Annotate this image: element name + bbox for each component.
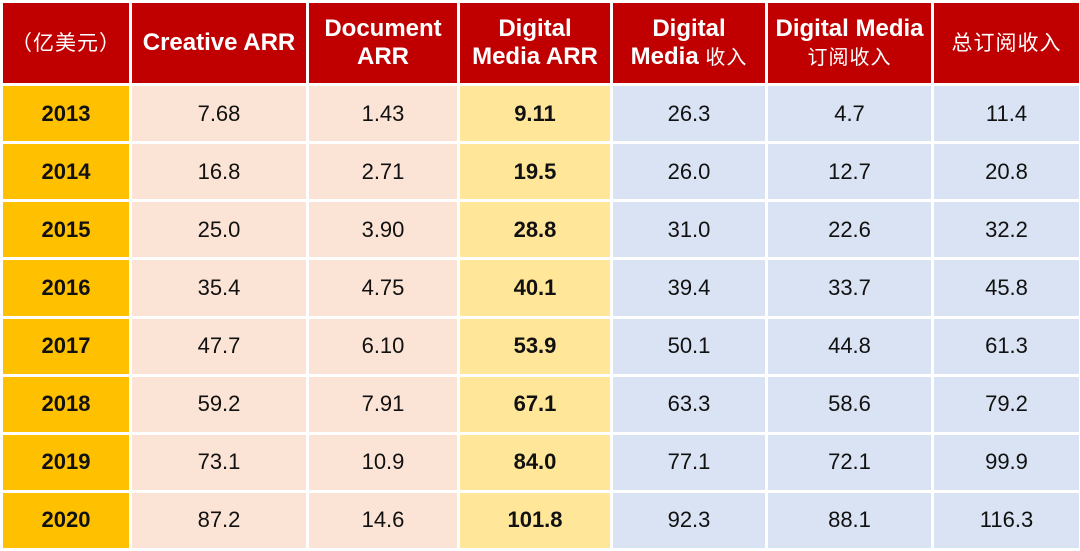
- digital-media-revenue-cell: 26.3: [613, 86, 765, 142]
- digital-media-subscription-revenue-cell: 72.1: [768, 434, 931, 490]
- digital-media-arr-cell: 19.5: [460, 144, 610, 200]
- year-cell: 2014: [3, 144, 129, 200]
- digital-media-revenue-cell: 92.3: [613, 492, 765, 548]
- document-arr-cell: 14.6: [309, 492, 457, 548]
- document-arr-cell: 7.91: [309, 376, 457, 432]
- document-arr-cell: 4.75: [309, 260, 457, 316]
- digital-media-revenue-cell: 50.1: [613, 318, 765, 374]
- document-arr-cell: 2.71: [309, 144, 457, 200]
- digital-media-arr-cell: 84.0: [460, 434, 610, 490]
- header-total-subscription-revenue: 总订阅收入: [934, 3, 1079, 83]
- table-row: 2019 73.1 10.9 84.0 77.1 72.1 99.9: [3, 434, 1079, 490]
- digital-media-subscription-revenue-cell: 58.6: [768, 376, 931, 432]
- total-subscription-revenue-cell: 79.2: [934, 376, 1079, 432]
- table-row: 2013 7.68 1.43 9.11 26.3 4.7 11.4: [3, 86, 1079, 142]
- year-cell: 2016: [3, 260, 129, 316]
- table-row: 2017 47.7 6.10 53.9 50.1 44.8 61.3: [3, 318, 1079, 374]
- total-subscription-revenue-cell: 61.3: [934, 318, 1079, 374]
- digital-media-revenue-cell: 63.3: [613, 376, 765, 432]
- year-cell: 2017: [3, 318, 129, 374]
- document-arr-cell: 1.43: [309, 86, 457, 142]
- table-row: 2018 59.2 7.91 67.1 63.3 58.6 79.2: [3, 376, 1079, 432]
- creative-arr-cell: 7.68: [132, 86, 306, 142]
- creative-arr-cell: 25.0: [132, 202, 306, 258]
- total-subscription-revenue-cell: 45.8: [934, 260, 1079, 316]
- digital-media-subscription-revenue-cell: 33.7: [768, 260, 931, 316]
- creative-arr-cell: 35.4: [132, 260, 306, 316]
- digital-media-arr-cell: 53.9: [460, 318, 610, 374]
- creative-arr-cell: 16.8: [132, 144, 306, 200]
- table-row: 2014 16.8 2.71 19.5 26.0 12.7 20.8: [3, 144, 1079, 200]
- table-row: 2016 35.4 4.75 40.1 39.4 33.7 45.8: [3, 260, 1079, 316]
- digital-media-arr-cell: 9.11: [460, 86, 610, 142]
- year-cell: 2020: [3, 492, 129, 548]
- total-subscription-revenue-cell: 32.2: [934, 202, 1079, 258]
- document-arr-cell: 10.9: [309, 434, 457, 490]
- creative-arr-cell: 47.7: [132, 318, 306, 374]
- year-cell: 2019: [3, 434, 129, 490]
- header-document-arr: Document ARR: [309, 3, 457, 83]
- digital-media-subscription-revenue-cell: 88.1: [768, 492, 931, 548]
- digital-media-subscription-revenue-cell: 12.7: [768, 144, 931, 200]
- table-row: 2020 87.2 14.6 101.8 92.3 88.1 116.3: [3, 492, 1079, 548]
- document-arr-cell: 6.10: [309, 318, 457, 374]
- digital-media-revenue-cell: 77.1: [613, 434, 765, 490]
- total-subscription-revenue-cell: 116.3: [934, 492, 1079, 548]
- digital-media-subscription-revenue-cell: 44.8: [768, 318, 931, 374]
- header-unit: （亿美元）: [3, 3, 129, 83]
- document-arr-cell: 3.90: [309, 202, 457, 258]
- digital-media-arr-cell: 67.1: [460, 376, 610, 432]
- year-cell: 2013: [3, 86, 129, 142]
- digital-media-subscription-revenue-cell: 4.7: [768, 86, 931, 142]
- header-row: （亿美元） Creative ARR Document ARR Digital Me…: [3, 3, 1079, 83]
- digital-media-revenue-cell: 31.0: [613, 202, 765, 258]
- header-digital-media-subscription-revenue: Digital Media 订阅收入: [768, 3, 931, 83]
- total-subscription-revenue-cell: 20.8: [934, 144, 1079, 200]
- digital-media-revenue-cell: 26.0: [613, 144, 765, 200]
- header-digital-media-revenue: Digital Media 收入: [613, 3, 765, 83]
- header-digital-media-arr: Digital Media ARR: [460, 3, 610, 83]
- year-cell: 2015: [3, 202, 129, 258]
- digital-media-arr-cell: 101.8: [460, 492, 610, 548]
- digital-media-revenue-cell: 39.4: [613, 260, 765, 316]
- total-subscription-revenue-cell: 11.4: [934, 86, 1079, 142]
- creative-arr-cell: 87.2: [132, 492, 306, 548]
- total-subscription-revenue-cell: 99.9: [934, 434, 1079, 490]
- digital-media-subscription-revenue-cell: 22.6: [768, 202, 931, 258]
- creative-arr-cell: 59.2: [132, 376, 306, 432]
- creative-arr-cell: 73.1: [132, 434, 306, 490]
- digital-media-arr-cell: 28.8: [460, 202, 610, 258]
- table-row: 2015 25.0 3.90 28.8 31.0 22.6 32.2: [3, 202, 1079, 258]
- digital-media-arr-cell: 40.1: [460, 260, 610, 316]
- table-body: 2013 7.68 1.43 9.11 26.3 4.7 11.4 2014 16.8 2.71 1…: [3, 86, 1079, 548]
- year-cell: 2018: [3, 376, 129, 432]
- header-creative-arr: Creative ARR: [132, 3, 306, 83]
